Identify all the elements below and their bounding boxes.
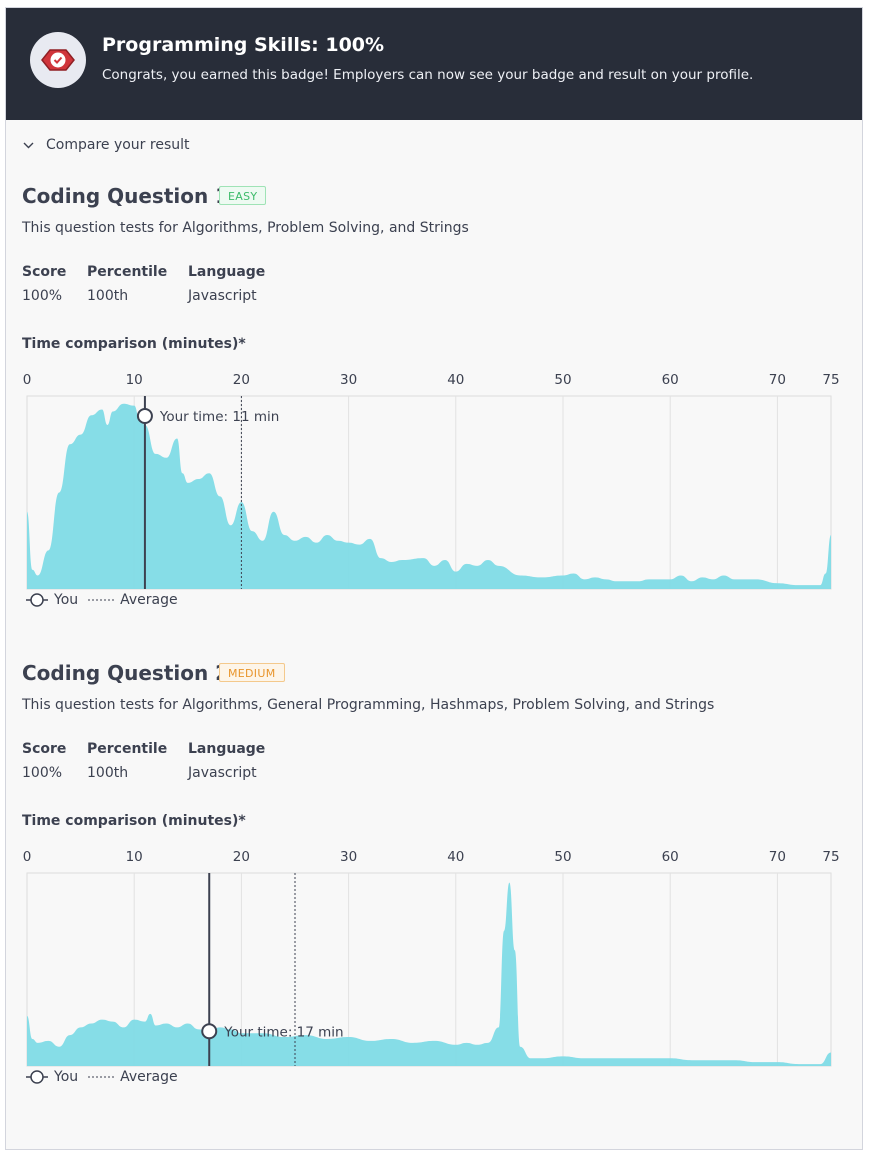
legend-you: You bbox=[26, 1069, 78, 1085]
your-time-marker bbox=[136, 408, 153, 424]
compare-result-label: Compare your result bbox=[46, 137, 190, 153]
compare-result-toggle[interactable]: Compare your result bbox=[22, 135, 190, 155]
x-tick-label: 75 bbox=[822, 372, 839, 388]
average-line-icon bbox=[88, 1076, 115, 1078]
result-card: Programming Skills: 100% Congrats, you e… bbox=[5, 7, 863, 1150]
x-tick-label: 30 bbox=[340, 849, 357, 865]
your-time-label: Your time: 11 min bbox=[159, 409, 279, 425]
badge-title: Programming Skills: 100% bbox=[102, 34, 385, 56]
difficulty-badge: MEDIUM bbox=[219, 663, 285, 682]
coding-question-2: Coding Question 2 MEDIUM This question t… bbox=[6, 661, 862, 1101]
language-value: Javascript bbox=[188, 765, 257, 781]
x-tick-label: 10 bbox=[126, 372, 143, 388]
score-value: 100% bbox=[22, 765, 63, 781]
question-title: Coding Question 2 bbox=[22, 661, 230, 685]
question-description: This question tests for Algorithms, Gene… bbox=[22, 697, 715, 713]
legend-average-label: Average bbox=[120, 1069, 178, 1085]
your-time-marker bbox=[201, 1023, 218, 1040]
x-tick-label: 10 bbox=[126, 849, 143, 865]
x-tick-label: 40 bbox=[447, 849, 464, 865]
language-stat: Language Javascript bbox=[188, 264, 265, 304]
score-label: Score bbox=[22, 264, 67, 280]
x-tick-label: 30 bbox=[340, 372, 357, 388]
legend-you-label: You bbox=[54, 592, 79, 608]
legend-you: You bbox=[26, 592, 78, 608]
x-tick-label: 20 bbox=[233, 372, 250, 388]
you-marker-icon bbox=[26, 1070, 48, 1084]
time-distribution-area bbox=[27, 403, 831, 589]
x-tick-label: 50 bbox=[554, 849, 571, 865]
difficulty-badge: EASY bbox=[219, 186, 267, 205]
x-tick-label: 0 bbox=[23, 372, 32, 388]
percentile-label: Percentile bbox=[87, 264, 168, 280]
badge-subtitle: Congrats, you earned this badge! Employe… bbox=[102, 67, 754, 83]
time-comparison-chart: 0 10 20 30 40 50 60 70 75 Your time: 11 min bbox=[23, 372, 840, 590]
legend-you-label: You bbox=[54, 1069, 79, 1085]
your-time-label: Your time: 17 min bbox=[223, 1024, 343, 1040]
percentile-stat: Percentile 100th bbox=[87, 741, 167, 781]
average-line-icon bbox=[88, 599, 115, 601]
x-tick-label: 50 bbox=[554, 372, 571, 388]
badge-header: Programming Skills: 100% Congrats, you e… bbox=[6, 8, 862, 120]
score-value: 100% bbox=[22, 288, 63, 304]
score-label: Score bbox=[22, 741, 67, 757]
time-distribution-area bbox=[27, 882, 831, 1066]
legend-average-label: Average bbox=[120, 592, 178, 608]
x-tick-label: 75 bbox=[822, 849, 839, 865]
time-comparison-label: Time comparison (minutes)* bbox=[22, 813, 246, 829]
x-tick-label: 0 bbox=[23, 849, 32, 865]
percentile-stat: Percentile 100th bbox=[87, 264, 167, 304]
percentile-value: 100th bbox=[87, 288, 129, 304]
x-tick-label: 20 bbox=[233, 849, 250, 865]
x-tick-label: 70 bbox=[769, 372, 786, 388]
chart-legend: You Average bbox=[26, 1069, 178, 1085]
chart-legend: You Average bbox=[26, 592, 178, 608]
x-tick-label: 70 bbox=[769, 849, 786, 865]
score-stat: Score 100% bbox=[22, 741, 66, 781]
language-value: Javascript bbox=[188, 288, 257, 304]
legend-average: Average bbox=[88, 592, 178, 608]
x-tick-label: 60 bbox=[662, 372, 679, 388]
legend-average: Average bbox=[88, 1069, 178, 1085]
percentile-label: Percentile bbox=[87, 741, 168, 757]
checkmark-shield-icon bbox=[30, 32, 86, 88]
time-comparison-chart: 0 10 20 30 40 50 60 70 75 Your time: 17 min bbox=[23, 849, 840, 1067]
time-comparison-label: Time comparison (minutes)* bbox=[22, 336, 246, 352]
chevron-down-icon bbox=[23, 142, 34, 148]
question-title: Coding Question 1 bbox=[22, 184, 230, 208]
you-marker-icon bbox=[26, 593, 48, 607]
x-tick-label: 40 bbox=[447, 372, 464, 388]
language-label: Language bbox=[188, 264, 266, 280]
coding-question-1: Coding Question 1 EASY This question tes… bbox=[6, 184, 862, 624]
x-tick-label: 60 bbox=[662, 849, 679, 865]
score-stat: Score 100% bbox=[22, 264, 66, 304]
percentile-value: 100th bbox=[87, 765, 129, 781]
language-label: Language bbox=[188, 741, 266, 757]
question-description: This question tests for Algorithms, Prob… bbox=[22, 220, 469, 236]
language-stat: Language Javascript bbox=[188, 741, 265, 781]
